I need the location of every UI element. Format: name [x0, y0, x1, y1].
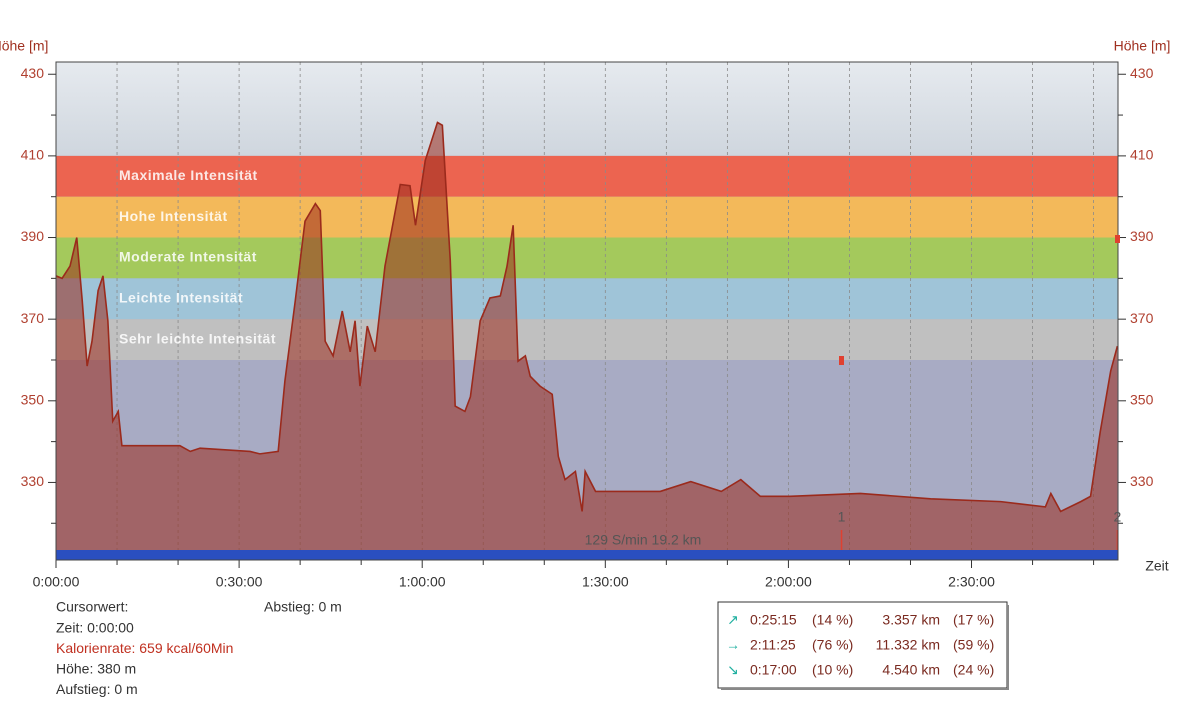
summary-cell: 11.332 km [876, 637, 940, 653]
y-tick-label: 410 [21, 147, 45, 163]
summary-box [717, 601, 1008, 689]
bottom-label: 129 S/min 19.2 km [585, 532, 702, 548]
y2-tick-label: 370 [1130, 310, 1154, 326]
x-axis-label: Zeit [1145, 558, 1168, 574]
y-tick-label: 430 [21, 65, 45, 81]
zone [56, 278, 1118, 320]
summary-cell: 3.357 km [882, 612, 940, 628]
y-tick-label: 370 [21, 310, 45, 326]
elevation-area [56, 122, 1118, 560]
y-tick-label: 330 [21, 473, 45, 489]
zone-label: Moderate Intensität [119, 249, 257, 265]
zone [56, 237, 1118, 279]
y2-axis-label: Höhe [m] [1114, 38, 1171, 54]
y2-tick-label: 430 [1130, 65, 1154, 81]
y2-tick-label: 350 [1130, 392, 1154, 408]
elevation-line [55, 121, 1119, 513]
y2-tick-label: 390 [1130, 228, 1154, 244]
info-line: Kalorienrate: 659 kcal/60Min [56, 640, 233, 656]
zone-label: Sehr leichte Intensität [119, 330, 276, 346]
x-tick-label: 1:00:00 [399, 574, 446, 590]
summary-cell: (59 %) [953, 637, 994, 653]
summary-cell: (76 %) [812, 637, 853, 653]
y-tick-label: 390 [21, 228, 45, 244]
info-line: Cursorwert: [56, 599, 128, 615]
x-tick-label: 0:00:00 [33, 574, 80, 590]
summary-cell: (17 %) [953, 612, 994, 628]
marker-label: 1 [838, 509, 846, 525]
y-tick-label: 350 [21, 392, 45, 408]
info-line: Zeit: 0:00:00 [56, 619, 134, 635]
cursor-square [839, 356, 844, 365]
marker-label: 2 [1113, 509, 1121, 525]
x-tick-label: 0:30:00 [216, 574, 263, 590]
info-line: Abstieg: 0 m [264, 599, 342, 615]
info-line: Aufstieg: 0 m [56, 681, 138, 697]
summary-cell: 2:11:25 [750, 637, 796, 653]
y-axis-label: Höhe [m] [0, 38, 48, 54]
zone-label: Leichte Intensität [119, 289, 243, 305]
summary-cell: (14 %) [812, 612, 853, 628]
zone [56, 155, 1118, 197]
zone [56, 319, 1118, 360]
summary-cell: 4.540 km [882, 662, 940, 678]
plot-frame [55, 61, 1119, 561]
info-line: Höhe: 380 m [56, 661, 136, 677]
summary-cell: 0:25:15 [750, 612, 797, 628]
direction-icon: ↘ [727, 662, 739, 678]
distance-bar [56, 550, 1118, 560]
summary-cell: (24 %) [953, 662, 994, 678]
zone [56, 196, 1118, 238]
x-tick-label: 2:00:00 [765, 574, 812, 590]
marker-square [1115, 235, 1120, 243]
zone-label: Hohe Intensität [119, 208, 228, 224]
y2-tick-label: 330 [1130, 473, 1154, 489]
x-tick-label: 2:30:00 [948, 574, 995, 590]
zone-label: Maximale Intensität [119, 167, 258, 183]
y2-tick-label: 410 [1130, 147, 1154, 163]
direction-icon: ↗ [727, 612, 739, 628]
summary-cell: (10 %) [812, 662, 853, 678]
summary-cell: 0:17:00 [750, 662, 797, 678]
direction-icon: → [726, 637, 740, 653]
plot-top [56, 62, 1118, 156]
x-tick-label: 1:30:00 [582, 574, 629, 590]
